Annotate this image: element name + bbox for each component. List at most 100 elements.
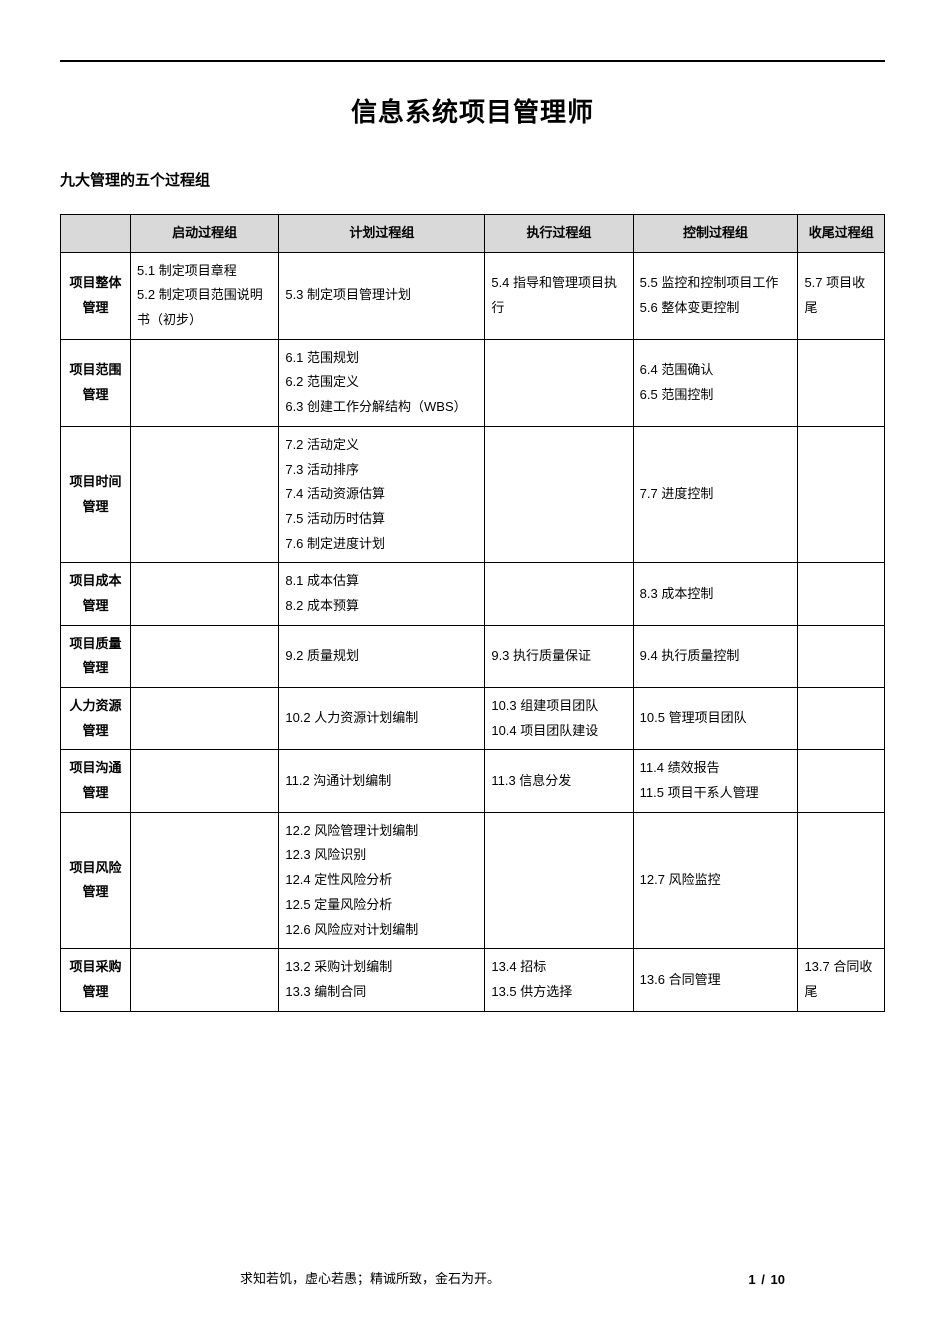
table-cell [798, 750, 885, 812]
table-row: 项目采购管理13.2 采购计划编制13.3 编制合同13.4 招标13.5 供方… [61, 949, 885, 1011]
table-cell [131, 750, 279, 812]
cell-line: 5.4 指导和管理项目执行 [491, 271, 626, 320]
table-cell: 11.2 沟通计划编制 [279, 750, 485, 812]
table-cell: 9.2 质量规划 [279, 625, 485, 687]
process-group-table: 启动过程组计划过程组执行过程组控制过程组收尾过程组 项目整体管理5.1 制定项目… [60, 214, 885, 1012]
table-cell [131, 426, 279, 562]
table-cell: 12.2 风险管理计划编制12.3 风险识别12.4 定性风险分析12.5 定量… [279, 812, 485, 948]
table-cell: 6.4 范围确认6.5 范围控制 [633, 339, 798, 426]
cell-line: 9.4 执行质量控制 [640, 644, 792, 669]
column-header: 计划过程组 [279, 215, 485, 253]
section-subtitle: 九大管理的五个过程组 [60, 169, 885, 190]
table-cell: 5.4 指导和管理项目执行 [485, 252, 633, 339]
table-cell: 8.3 成本控制 [633, 563, 798, 625]
table-cell [485, 563, 633, 625]
table-cell: 8.1 成本估算8.2 成本预算 [279, 563, 485, 625]
table-cell [131, 339, 279, 426]
cell-line: 5.3 制定项目管理计划 [285, 283, 478, 308]
table-cell: 12.7 风险监控 [633, 812, 798, 948]
table-cell [485, 812, 633, 948]
cell-line: 6.2 范围定义 [285, 370, 478, 395]
page-total: 10 [771, 1272, 785, 1287]
cell-line: 9.2 质量规划 [285, 644, 478, 669]
table-cell [131, 949, 279, 1011]
table-cell: 11.4 绩效报告11.5 项目干系人管理 [633, 750, 798, 812]
table-row: 人力资源管理 10.2 人力资源计划编制 10.3 组建项目团队10.4 项目团队建… [61, 688, 885, 750]
cell-line: 13.5 供方选择 [491, 980, 626, 1005]
cell-line: 8.2 成本预算 [285, 594, 478, 619]
table-cell: 5.5 监控和控制项目工作5.6 整体变更控制 [633, 252, 798, 339]
cell-line: 6.4 范围确认 [640, 358, 792, 383]
cell-line: 12.3 风险识别 [285, 843, 478, 868]
table-cell [798, 688, 885, 750]
table-cell: 5.1 制定项目章程5.2 制定项目范围说明书（初步） [131, 252, 279, 339]
row-header: 项目沟通管理 [61, 750, 131, 812]
table-cell: 7.7 进度控制 [633, 426, 798, 562]
table-cell [798, 426, 885, 562]
cell-line: 7.5 活动历时估算 [285, 507, 478, 532]
cell-line: 5.7 项目收尾 [804, 271, 878, 320]
table-row: 项目范围管理6.1 范围规划6.2 范围定义6.3 创建工作分解结构（WBS）6… [61, 339, 885, 426]
table-cell: 11.3 信息分发 [485, 750, 633, 812]
table-cell: 7.2 活动定义7.3 活动排序7.4 活动资源估算7.5 活动历时估算7.6 … [279, 426, 485, 562]
cell-line: 5.1 制定项目章程 [137, 259, 272, 284]
column-header: 控制过程组 [633, 215, 798, 253]
cell-line: 8.1 成本估算 [285, 569, 478, 594]
cell-line: 13.4 招标 [491, 955, 626, 980]
table-cell: 6.1 范围规划6.2 范围定义6.3 创建工作分解结构（WBS） [279, 339, 485, 426]
cell-line: 7.6 制定进度计划 [285, 532, 478, 557]
page-current: 1 [748, 1272, 755, 1287]
cell-line: 11.4 绩效报告 [640, 756, 792, 781]
table-cell: 5.3 制定项目管理计划 [279, 252, 485, 339]
page-title: 信息系统项目管理师 [60, 92, 885, 129]
row-header: 人力资源管理 [61, 688, 131, 750]
row-header: 项目采购管理 [61, 949, 131, 1011]
row-header: 项目整体管理 [61, 252, 131, 339]
cell-line: 7.7 进度控制 [640, 482, 792, 507]
table-header-row: 启动过程组计划过程组执行过程组控制过程组收尾过程组 [61, 215, 885, 253]
table-cell [798, 339, 885, 426]
cell-line: 12.5 定量风险分析 [285, 893, 478, 918]
table-cell: 10.3 组建项目团队10.4 项目团队建设 [485, 688, 633, 750]
table-cell: 10.2 人力资源计划编制 [279, 688, 485, 750]
cell-line: 7.2 活动定义 [285, 433, 478, 458]
cell-line: 5.6 整体变更控制 [640, 296, 792, 321]
table-row: 项目时间管理 7.2 活动定义7.3 活动排序7.4 活动资源估算7.5 活动历时… [61, 426, 885, 562]
cell-line: 12.7 风险监控 [640, 868, 792, 893]
table-cell: 13.2 采购计划编制13.3 编制合同 [279, 949, 485, 1011]
cell-line: 13.2 采购计划编制 [285, 955, 478, 980]
cell-line: 11.2 沟通计划编制 [285, 769, 478, 794]
table-cell [131, 563, 279, 625]
column-header: 执行过程组 [485, 215, 633, 253]
table-cell: 13.7 合同收尾 [798, 949, 885, 1011]
table-cell [485, 426, 633, 562]
table-row: 项目成本管理 8.1 成本估算8.2 成本预算 8.3 成本控制 [61, 563, 885, 625]
cell-line: 10.3 组建项目团队 [491, 694, 626, 719]
row-header: 项目范围管理 [61, 339, 131, 426]
column-header [61, 215, 131, 253]
row-header: 项目质量管理 [61, 625, 131, 687]
table-cell [131, 812, 279, 948]
cell-line: 5.5 监控和控制项目工作 [640, 271, 792, 296]
cell-line: 12.4 定性风险分析 [285, 868, 478, 893]
cell-line: 8.3 成本控制 [640, 582, 792, 607]
row-header: 项目成本管理 [61, 563, 131, 625]
page-footer: 求知若饥，虚心若愚；精诚所致，金石为开。 1 / 10 [60, 1268, 885, 1287]
cell-line: 7.4 活动资源估算 [285, 482, 478, 507]
cell-line: 10.4 项目团队建设 [491, 719, 626, 744]
row-header: 项目时间管理 [61, 426, 131, 562]
top-rule [60, 60, 885, 62]
footer-quote: 求知若饥，虚心若愚；精诚所致，金石为开。 [240, 1268, 500, 1287]
cell-line: 11.3 信息分发 [491, 769, 626, 794]
cell-line: 6.3 创建工作分解结构（WBS） [285, 395, 478, 420]
cell-line: 13.7 合同收尾 [804, 955, 878, 1004]
table-row: 项目沟通管理 11.2 沟通计划编制 11.3 信息分发 11.4 绩效报告11.5 … [61, 750, 885, 812]
row-header: 项目风险管理 [61, 812, 131, 948]
page-sep: / [759, 1272, 767, 1287]
cell-line: 13.3 编制合同 [285, 980, 478, 1005]
cell-line: 7.3 活动排序 [285, 458, 478, 483]
cell-line: 10.2 人力资源计划编制 [285, 706, 478, 731]
page: 信息系统项目管理师 九大管理的五个过程组 启动过程组计划过程组执行过程组控制过程… [0, 0, 945, 1337]
cell-line: 10.5 管理项目团队 [640, 706, 792, 731]
table-row: 项目风险管理 12.2 风险管理计划编制12.3 风险识别12.4 定性风险分析1… [61, 812, 885, 948]
